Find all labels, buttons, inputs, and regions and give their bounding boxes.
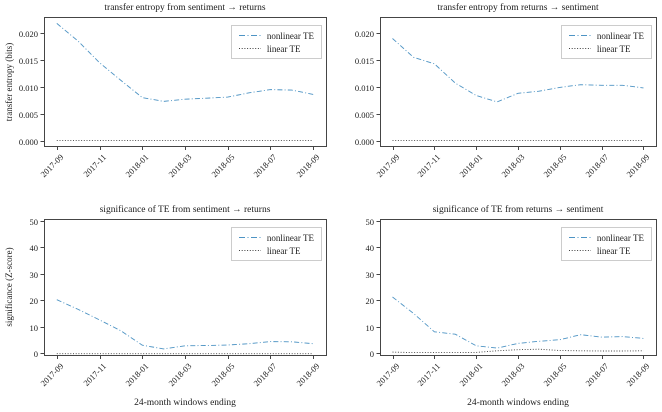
y-tick-label: 50 xyxy=(29,216,39,227)
plot-area xyxy=(40,219,327,359)
y-tick-label: 30 xyxy=(29,269,39,280)
nonlinear-line-sample-icon xyxy=(238,35,261,36)
legend-label-nonlinear: nonlinear TE xyxy=(266,30,314,41)
chart-significance-sentiment-to-returns: significance of TE from sentiment → retu… xyxy=(0,200,331,412)
y-tick-label: 0 xyxy=(369,348,374,359)
y-tick-label: 0.020 xyxy=(18,28,38,39)
nonlinear-te-line xyxy=(392,296,644,349)
legend-entry-linear: linear TE xyxy=(568,244,644,257)
chart-title: significance of TE from sentiment → retu… xyxy=(99,205,271,215)
y-tick-label: 10 xyxy=(365,322,375,333)
legend-entry-nonlinear: nonlinear TE xyxy=(568,29,644,42)
y-tick-label: 0.000 xyxy=(18,136,38,147)
y-tick-label: 0.015 xyxy=(18,55,38,66)
chart-title: transfer entropy from sentiment → return… xyxy=(104,3,266,13)
y-tick-label: 20 xyxy=(29,295,39,306)
legend-label-nonlinear: nonlinear TE xyxy=(266,232,314,243)
plot-area xyxy=(40,17,327,150)
y-tick-label: 30 xyxy=(365,269,375,280)
y-tick-label: 0.005 xyxy=(354,109,374,120)
nonlinear-line-sample-icon xyxy=(568,35,591,36)
legend: nonlinear TE linear TE xyxy=(560,227,652,261)
x-axis-label: 24-month windows ending xyxy=(467,398,569,408)
nonlinear-te-line xyxy=(392,38,644,103)
linear-line-sample-icon xyxy=(238,250,261,251)
linear-line-sample-icon xyxy=(238,48,261,49)
y-tick-label: 40 xyxy=(29,242,39,253)
y-tick-label: 0 xyxy=(33,348,38,359)
legend-label-nonlinear: nonlinear TE xyxy=(596,30,644,41)
legend-entry-nonlinear: nonlinear TE xyxy=(238,29,314,42)
chart-significance-returns-to-sentiment: significance of TE from returns → sentim… xyxy=(331,200,662,412)
nonlinear-te-line xyxy=(56,23,314,102)
y-tick-label: 0.010 xyxy=(354,82,374,93)
nonlinear-te-line xyxy=(56,299,314,350)
y-tick-label: 0.010 xyxy=(18,82,38,93)
legend-label-linear: linear TE xyxy=(266,43,301,54)
chart-te-returns-to-sentiment: transfer entropy from returns → sentimen… xyxy=(331,0,662,200)
nonlinear-line-sample-icon xyxy=(238,237,261,238)
chart-te-sentiment-to-returns: transfer entropy from sentiment → return… xyxy=(0,0,331,200)
chart-title: transfer entropy from returns → sentimen… xyxy=(437,3,599,13)
legend-entry-linear: linear TE xyxy=(238,42,314,55)
y-tick-label: 40 xyxy=(365,242,375,253)
legend: nonlinear TE linear TE xyxy=(230,227,322,261)
plot-area xyxy=(376,17,657,150)
legend-entry-nonlinear: nonlinear TE xyxy=(568,231,644,244)
legend-label-linear: linear TE xyxy=(266,245,301,256)
y-axis-label: transfer entropy (bits) xyxy=(4,42,14,121)
legend: nonlinear TE linear TE xyxy=(230,25,322,59)
nonlinear-line-sample-icon xyxy=(568,237,591,238)
legend-entry-nonlinear: nonlinear TE xyxy=(238,231,314,244)
legend: nonlinear TE linear TE xyxy=(560,25,652,59)
y-tick-label: 50 xyxy=(365,216,375,227)
legend-label-linear: linear TE xyxy=(596,245,631,256)
chart-title: significance of TE from returns → sentim… xyxy=(432,205,604,215)
y-tick-label: 0.005 xyxy=(18,109,38,120)
y-tick-label: 10 xyxy=(29,322,39,333)
plot-area xyxy=(376,219,657,359)
y-tick-label: 20 xyxy=(365,295,375,306)
legend-label-nonlinear: nonlinear TE xyxy=(596,232,644,243)
legend-entry-linear: linear TE xyxy=(568,42,644,55)
y-tick-label: 0.020 xyxy=(354,28,374,39)
linear-line-sample-icon xyxy=(568,48,591,49)
linear-te-line xyxy=(392,348,644,354)
x-axis-label: 24-month windows ending xyxy=(134,398,236,408)
y-tick-label: 0.000 xyxy=(354,136,374,147)
legend-entry-linear: linear TE xyxy=(238,244,314,257)
linear-line-sample-icon xyxy=(568,250,591,251)
y-axis-label: significance (Z-score) xyxy=(4,247,14,327)
legend-label-linear: linear TE xyxy=(596,43,631,54)
y-tick-label: 0.015 xyxy=(354,55,374,66)
